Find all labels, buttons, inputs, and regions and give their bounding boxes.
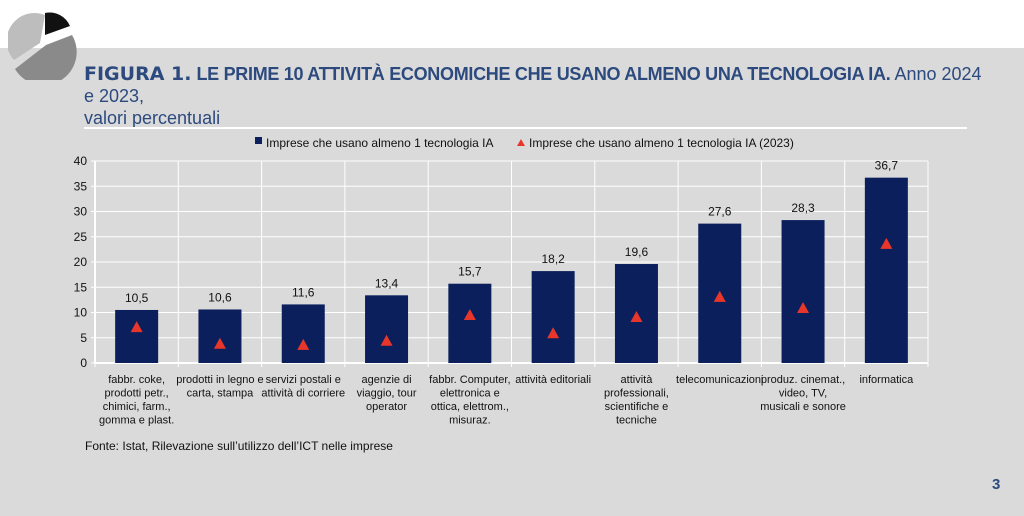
x-category-label: viaggio, tour [357,388,417,400]
bar-value-label: 10,6 [208,290,232,304]
page-number: 3 [992,476,1001,493]
x-category-label: attività di corriere [261,388,345,400]
figure-label: FIGURA 1. [84,63,192,85]
y-tick-label: 5 [80,331,87,345]
x-category-label: scientifiche e [605,401,669,413]
x-category-label: elettronica e [440,388,500,400]
bar-value-label: 27,6 [708,205,732,219]
x-category-label: prodotti petr., [105,388,169,400]
triangle-marker-2023 [713,290,726,302]
x-category-label: informatica [859,374,914,386]
legend-triangle-label: Imprese che usano almeno 1 tecnologia IA… [529,136,794,150]
triangle-marker-2023 [880,237,893,249]
bar [115,309,159,363]
x-category-label: telecomunicazioni [676,374,763,386]
bar-value-label: 13,4 [375,276,399,290]
title-caps: LE PRIME 10 ATTIVITÀ ECONOMICHE CHE USAN… [196,64,891,84]
x-category-label: prodotti in legno e [176,374,263,386]
title-rest: Anno 2024 e 2023, [84,64,982,106]
x-category-label: ottica, elettrom., [431,401,509,413]
x-category-label: musicali e sonore [760,401,846,413]
bar-value-label: 36,7 [875,159,899,173]
bar [198,309,242,363]
x-category-label: operator [366,401,407,413]
legend-triangle-marker [517,139,525,146]
x-category-label: carta, stampa [187,388,255,400]
triangle-marker-2023 [130,321,143,333]
x-category-label: attività editoriali [515,374,591,386]
bar-chart: Imprese che usano almeno 1 tecnologia IA… [74,136,929,427]
title-divider [84,127,967,129]
y-tick-label: 35 [74,179,88,193]
x-category-label: attività [621,374,654,386]
y-tick-label: 10 [74,306,88,320]
pie-logo-icon [8,12,77,80]
bar-value-label: 18,2 [541,252,565,266]
bar-value-label: 11,6 [292,285,315,299]
source-note: Fonte: Istat, Rilevazione sull’utilizzo … [85,439,393,453]
bar [281,304,325,363]
x-category-label: produz. cinemat., [761,374,845,386]
triangle-marker-2023 [547,327,560,339]
x-category-label: fabbr. coke, [108,374,165,386]
y-tick-label: 0 [80,356,87,370]
x-category-label: servizi postali e [266,374,341,386]
bar-value-label: 19,6 [625,245,649,259]
legend-bar-swatch [255,137,262,144]
bar [531,271,575,363]
y-tick-label: 25 [74,230,88,244]
x-category-label: gomma e plast. [99,415,174,427]
triangle-marker-2023 [297,338,310,350]
x-category-label: misuraz. [449,415,491,427]
bar-value-label: 15,7 [458,265,482,279]
x-category-label: video, TV, [779,388,827,400]
bar [864,177,908,363]
legend-bar-label: Imprese che usano almeno 1 tecnologia IA [266,136,493,150]
figure-title: FIGURA 1. LE PRIME 10 ATTIVITÀ ECONOMICH… [84,63,984,129]
triangle-marker-2023 [797,301,810,313]
bar-value-label: 28,3 [791,201,815,215]
triangle-marker-2023 [630,311,643,323]
bar [448,283,492,363]
triangle-marker-2023 [463,309,476,321]
y-tick-label: 20 [74,255,88,269]
y-tick-label: 40 [74,154,88,168]
x-category-label: tecniche [616,415,657,427]
bar [365,295,409,363]
triangle-marker-2023 [380,334,393,346]
y-tick-label: 30 [74,205,88,219]
y-tick-label: 15 [74,280,88,294]
x-category-label: fabbr. Computer, [429,374,510,386]
triangle-marker-2023 [213,337,226,349]
bar-value-label: 10,5 [125,291,149,305]
bar [781,220,825,363]
subtitle: valori percentuali [84,108,221,128]
x-category-label: chimici, farm., [103,401,171,413]
x-category-label: agenzie di [361,374,411,386]
x-category-label: professionali, [604,388,669,400]
